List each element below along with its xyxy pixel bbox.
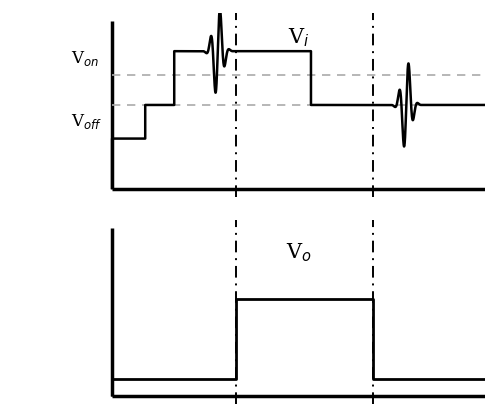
Text: V$_{i}$: V$_{i}$ (288, 26, 310, 48)
Text: V$_{on}$: V$_{on}$ (70, 49, 99, 68)
Text: V$_{o}$: V$_{o}$ (286, 241, 312, 264)
Text: V$_{off}$: V$_{off}$ (70, 112, 102, 131)
